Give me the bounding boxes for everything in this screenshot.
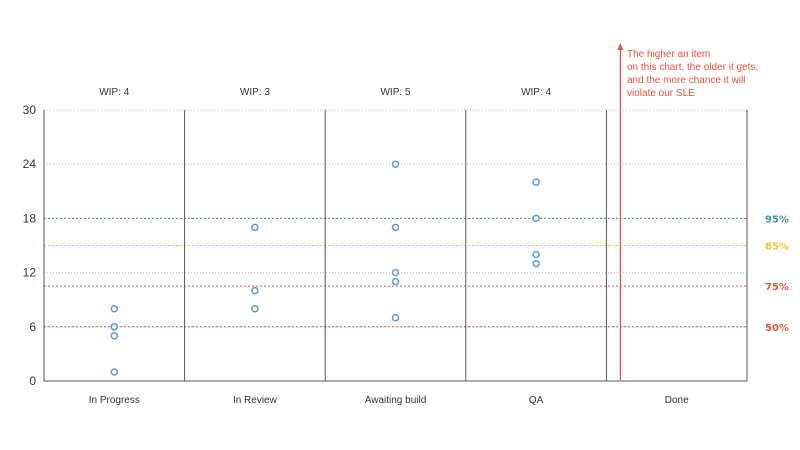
percentile-label: 75% — [765, 282, 789, 293]
annotation-text: The higher an item — [627, 49, 710, 60]
y-tick-label: 0 — [29, 374, 36, 388]
data-point — [391, 314, 400, 322]
category-labels: In Progress In Review Awaiting build QA Done — [89, 395, 689, 406]
axes: 0 6 12 18 24 30 — [23, 103, 748, 388]
data-point — [251, 304, 259, 313]
data-point — [110, 323, 119, 331]
data-point — [391, 268, 400, 277]
category-label: QA — [529, 395, 544, 406]
annotation-text: on this chart, the older it gets, — [627, 62, 758, 73]
percentile-label: 85% — [765, 242, 789, 253]
wip-label: WIP: 5 — [380, 87, 410, 98]
data-points — [110, 160, 540, 376]
y-tick-label: 18 — [23, 211, 37, 225]
wip-labels: WIP: 4 WIP: 3 WIP: 5 WIP: 4 — [99, 87, 551, 98]
annotation: The higher an item on this chart, the old… — [617, 43, 758, 380]
y-tick-label: 6 — [29, 320, 36, 334]
data-point — [532, 178, 540, 187]
y-tick-label: 30 — [23, 103, 37, 117]
wip-label: WIP: 4 — [521, 87, 551, 98]
data-point — [391, 277, 400, 286]
data-point — [251, 223, 259, 232]
category-label: In Review — [233, 395, 278, 406]
y-tick-label: 12 — [23, 266, 37, 280]
category-label: In Progress — [89, 395, 140, 406]
data-point — [532, 259, 540, 268]
wip-label: WIP: 3 — [240, 87, 270, 98]
data-point — [391, 160, 400, 168]
percentile-label: 95% — [765, 214, 789, 225]
data-point — [110, 368, 119, 376]
wip-label: WIP: 4 — [99, 87, 129, 98]
y-tick-label: 24 — [23, 157, 37, 171]
annotation-text: and the more chance it will — [627, 75, 745, 86]
data-point — [532, 214, 540, 223]
data-point — [110, 304, 119, 313]
percentile-lines: 95% 85% 75% 50% — [44, 214, 789, 334]
category-label: Awaiting build — [365, 395, 427, 406]
category-label: Done — [665, 395, 689, 406]
age-arrow-head — [617, 43, 624, 50]
data-point — [110, 332, 119, 340]
data-point — [251, 286, 259, 295]
annotation-text: violate our SLE — [627, 88, 695, 99]
data-point — [391, 223, 400, 232]
percentile-label: 50% — [765, 323, 789, 334]
data-point — [532, 250, 540, 259]
